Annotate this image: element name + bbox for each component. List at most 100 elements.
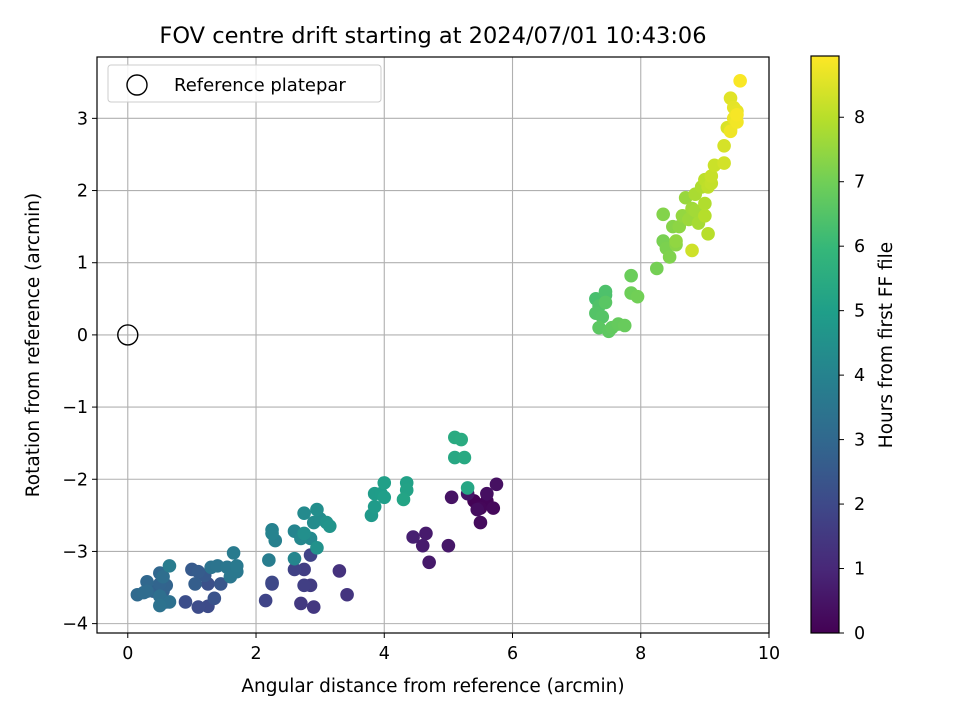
data-point [191,564,206,579]
data-point [332,564,347,578]
data-point [297,562,311,577]
data-point [294,596,308,611]
data-point [419,526,433,541]
data-point [656,207,670,222]
y-tick-label: 3 [77,109,88,129]
x-tick-label: 4 [379,644,390,664]
colorbar-tick-label: 7 [854,173,865,193]
x-tick-label: 2 [250,644,261,664]
data-point [322,519,337,533]
data-point [396,492,411,507]
data-point [595,310,610,324]
y-tick-label: 2 [77,182,88,202]
colorbar: 0 1 2 3 4 5 6 7 8 Hours from first FF file [810,55,897,644]
legend-entry-reference-platepar: Reference platepar [174,75,346,96]
data-point [310,502,324,517]
data-point [630,289,645,304]
data-point [377,490,392,505]
grid [97,57,770,633]
data-point [178,595,193,609]
legend: Reference platepar [107,64,382,103]
data-point [685,243,699,258]
data-point [156,569,170,584]
data-point [480,486,494,501]
data-point [153,598,167,613]
data-point [306,600,321,614]
colorbar-bar [810,55,840,634]
data-point [704,169,719,183]
data-point [672,219,687,234]
data-point [444,490,459,505]
y-tick-label: −2 [62,470,88,490]
data-point [406,530,420,544]
data-points [130,74,747,614]
data-point [454,432,469,447]
data-point [258,593,273,608]
data-point [297,578,311,593]
data-point [287,562,302,577]
colorbar-tick-label: 8 [854,108,865,128]
data-point [669,234,683,248]
colorbar-tick-label: 3 [854,431,865,451]
y-tick-label: 0 [77,326,88,346]
x-tick-label: 8 [635,644,646,664]
data-point [265,526,279,541]
data-point [262,553,276,567]
x-tick-label: 0 [122,644,133,664]
data-point [698,208,712,223]
data-point [701,227,715,241]
data-point [730,107,744,122]
data-point [486,501,501,515]
data-point [188,577,202,591]
data-point [140,574,154,589]
data-point [340,587,354,602]
colorbar-tick-label: 4 [854,366,865,386]
data-point [415,538,430,553]
data-point [422,555,436,570]
colorbar-tick-label: 6 [854,237,865,257]
data-point [367,499,382,514]
data-point [598,284,613,299]
legend-box [107,64,382,103]
x-axis-label: Angular distance from reference (arcmin) [241,676,624,697]
plot-frame [96,56,770,634]
data-point [137,585,151,600]
data-point [191,600,206,614]
y-tick-label: −3 [62,542,88,562]
data-point [717,156,731,170]
data-point [207,591,222,606]
data-point [297,506,311,520]
data-point [287,551,302,566]
data-point [489,477,504,492]
x-tick-label: 6 [507,644,518,664]
y-axis-ticks: −4 −3 −2 −1 0 1 2 3 [62,109,97,635]
colorbar-tick-label: 2 [854,495,865,515]
data-point [473,515,488,530]
data-point [213,577,228,591]
chart-title: FOV centre drift starting at 2024/07/01 … [159,23,706,49]
colorbar-tick-label: 0 [854,624,865,644]
data-point [226,546,241,560]
legend-marker-icon [126,74,148,96]
data-point [470,502,485,517]
data-point [265,575,279,590]
data-point [162,559,177,573]
colorbar-ticks: 0 1 2 3 4 5 6 7 8 [839,108,865,644]
data-point [448,450,462,465]
data-point [297,526,311,541]
colorbar-tick-label: 1 [854,560,865,580]
data-point [624,268,638,283]
data-point [441,538,456,553]
y-tick-label: −4 [62,615,88,635]
data-point [717,138,731,153]
x-axis-ticks: 0 2 4 6 8 10 [122,633,780,664]
y-axis-label: Rotation from reference (arcmin) [23,193,44,497]
colorbar-label: Hours from first FF file [876,242,897,448]
data-point [460,481,475,495]
data-point [229,559,244,573]
y-tick-label: −1 [62,398,88,418]
data-point [598,295,613,310]
data-point [733,74,747,88]
data-point [377,476,392,490]
